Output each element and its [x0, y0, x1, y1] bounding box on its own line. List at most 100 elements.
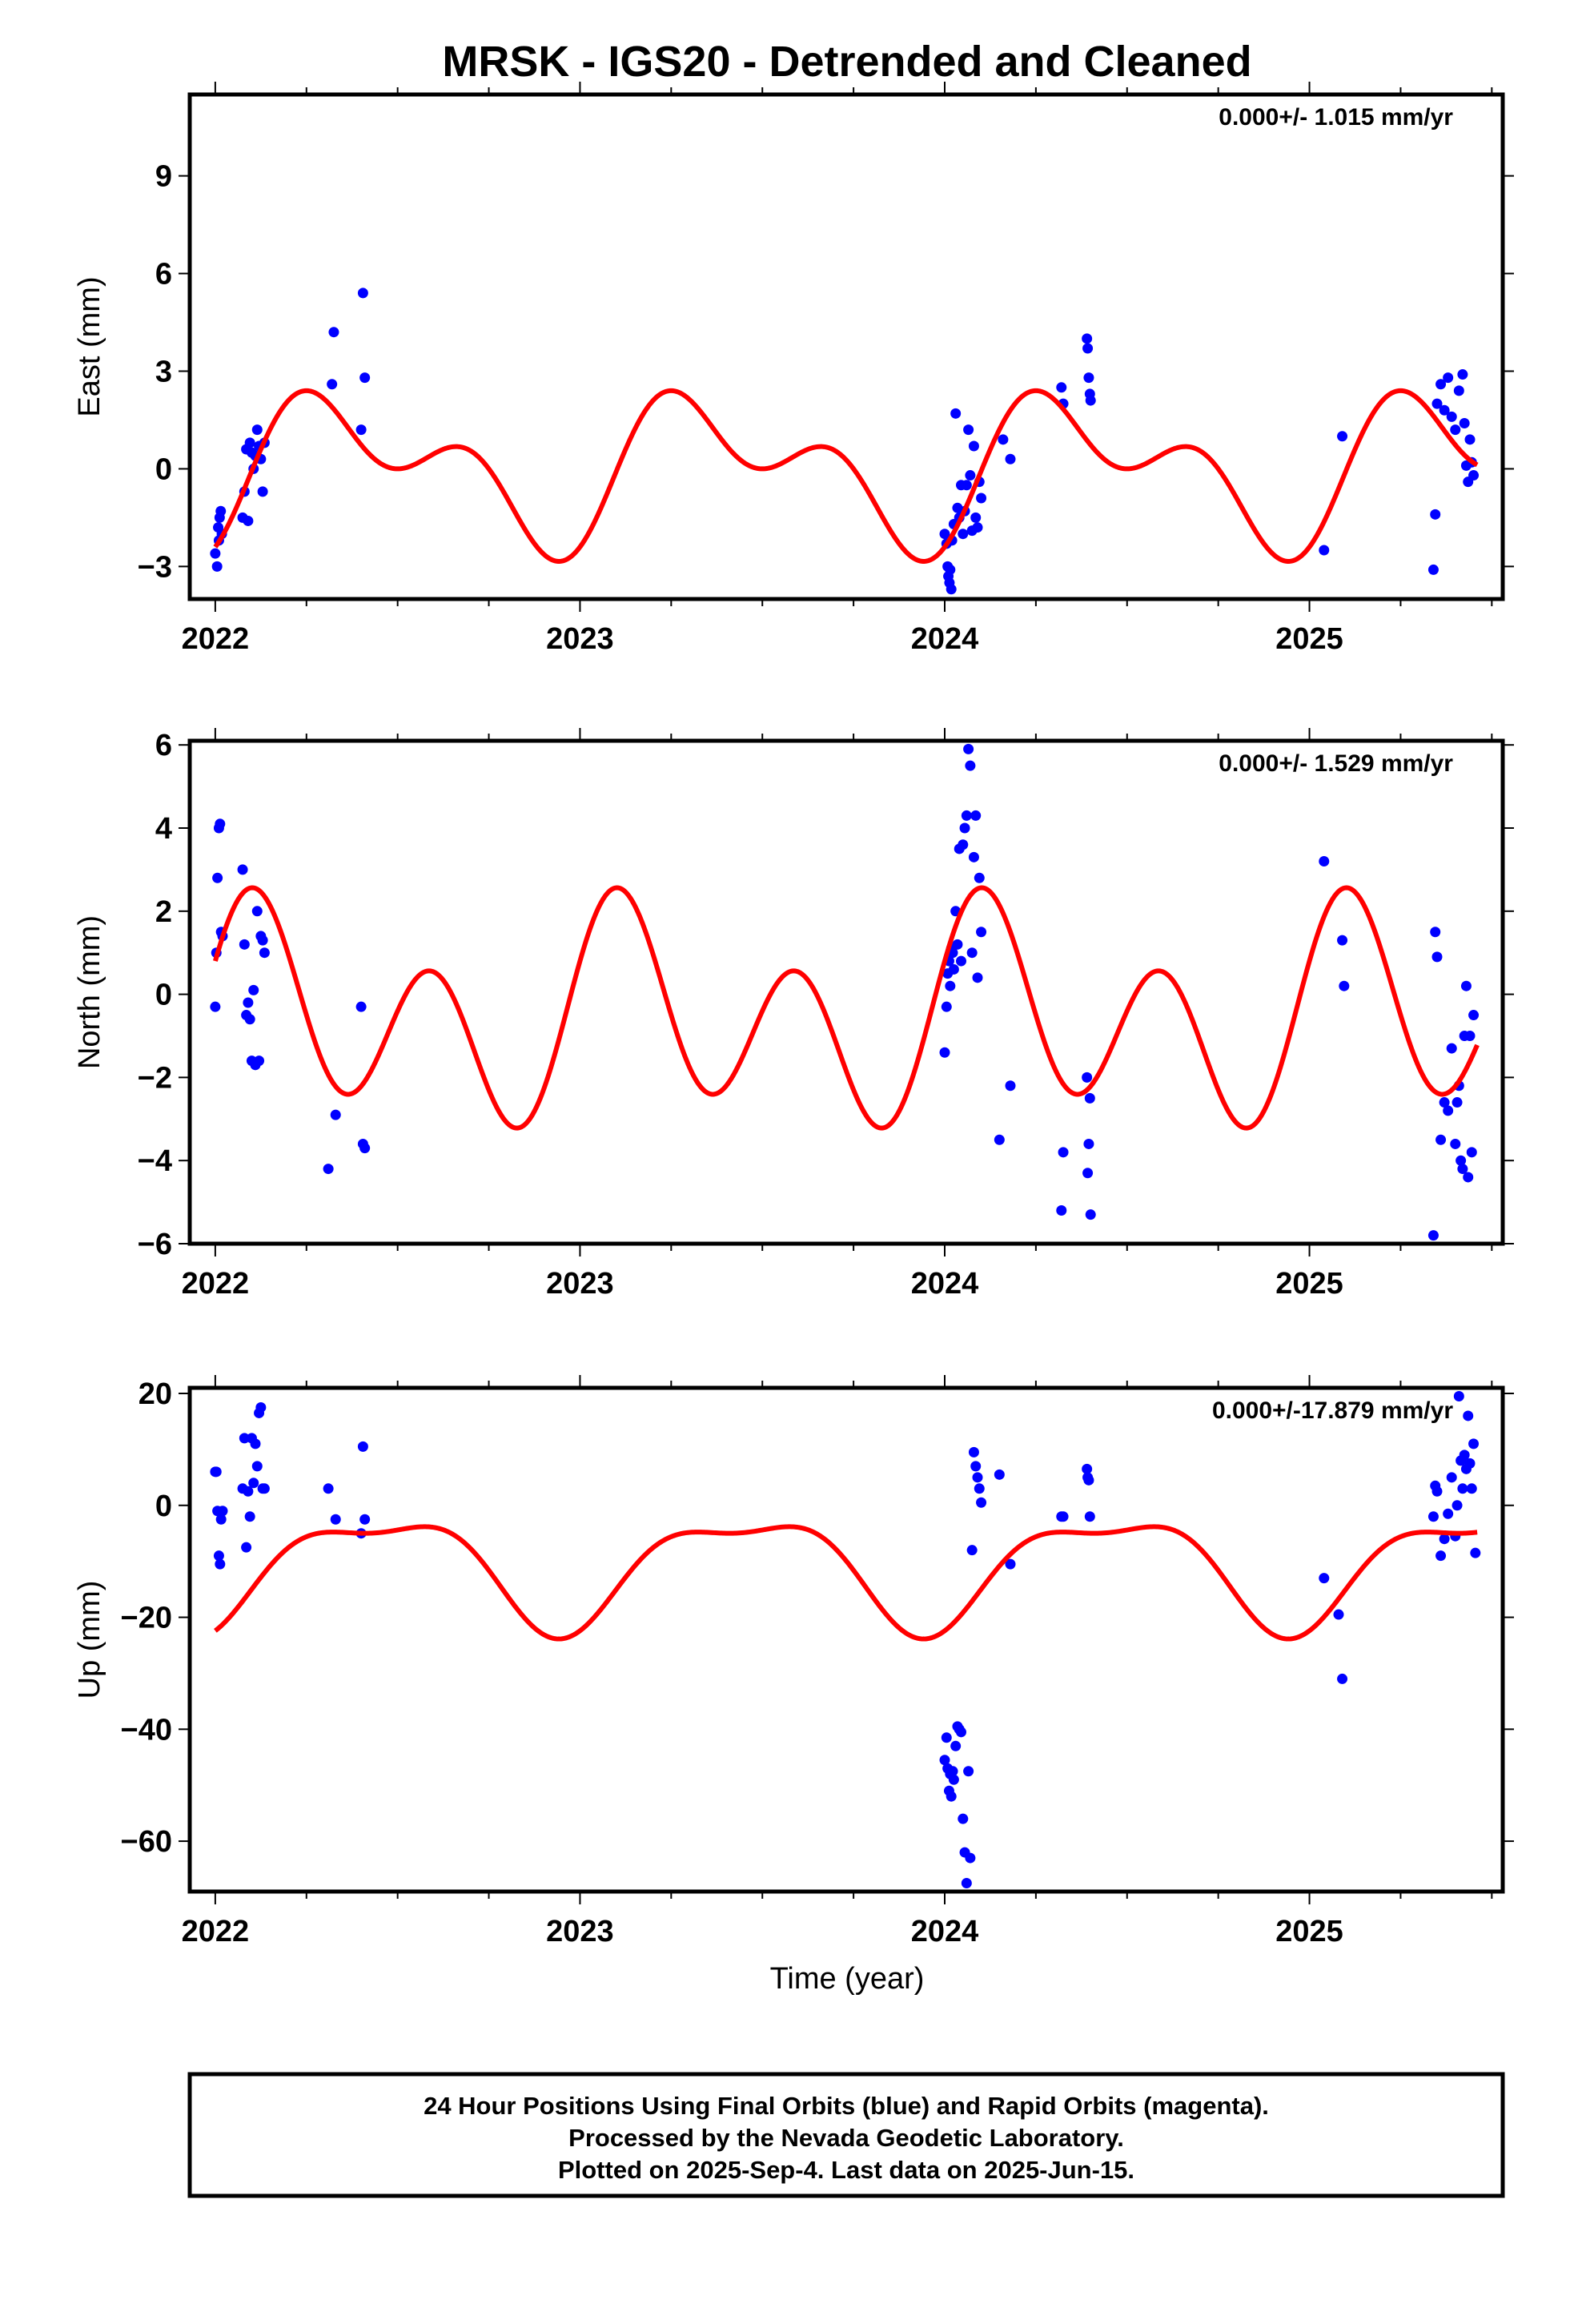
east-data-point [251, 424, 263, 436]
east-data-point [1446, 411, 1457, 422]
up-data-point [976, 1497, 987, 1508]
up-data-point [255, 1401, 267, 1413]
north-data-point [948, 963, 959, 975]
up-data-point [244, 1511, 255, 1522]
east-panel: 2022 2023 2024 2025 −3 0 3 6 9 East (mm) 0.000+/- … [73, 82, 1514, 656]
north-data-point [1083, 1138, 1094, 1149]
north-data-point [1056, 1204, 1067, 1216]
east-data-point [1427, 564, 1439, 575]
north-data-point [1450, 1138, 1461, 1149]
up-data-point [1446, 1472, 1457, 1483]
up-data-point [330, 1514, 341, 1525]
up-y-axis-label: Up (mm) [73, 1581, 106, 1699]
east-y-tick-label: 3 [155, 355, 172, 388]
east-y-axis-label: East (mm) [73, 276, 106, 416]
north-data-point [355, 1001, 367, 1012]
up-data-point [946, 1791, 957, 1802]
up-data-point [1083, 1474, 1094, 1486]
north-data-point [972, 972, 983, 983]
up-data-point [1431, 1486, 1443, 1497]
east-data-point [1083, 372, 1094, 384]
north-data-point [939, 1047, 950, 1058]
up-data-point [972, 1472, 983, 1483]
north-y-tick-label: 4 [155, 812, 172, 846]
up-model-curve [214, 1524, 1479, 1642]
up-data-point [1333, 1609, 1344, 1620]
east-data-point [950, 408, 962, 419]
east-data-point [946, 584, 957, 595]
north-data-point [1431, 951, 1443, 963]
east-data-point [1459, 418, 1470, 429]
north-data-point [1457, 1164, 1468, 1175]
up-data-point [1470, 1547, 1481, 1558]
east-data-point [257, 486, 268, 497]
north-y-tick-label: −6 [138, 1228, 172, 1261]
up-data-point [966, 1545, 978, 1556]
north-data-point [1439, 1097, 1450, 1108]
up-data-point [323, 1483, 334, 1494]
north-data-point [257, 935, 268, 946]
x-axis-label: Time (year) [770, 1962, 925, 1996]
north-data-point [210, 1001, 221, 1012]
up-data-point [963, 1766, 974, 1777]
east-data-point [1319, 545, 1330, 556]
north-model-curve [213, 885, 1480, 1131]
north-data-point [1339, 980, 1350, 991]
east-data-point [963, 424, 974, 436]
up-data-point [239, 1433, 250, 1444]
footer-box: 24 Hour Positions Using Final Orbits (bl… [187, 2072, 1505, 2198]
east-x-tick-label: 2025 [1275, 622, 1343, 656]
north-x-tick-label: 2024 [911, 1267, 979, 1301]
north-data-point [1430, 927, 1441, 938]
up-data-point [970, 1461, 982, 1472]
up-data-point [1463, 1410, 1474, 1421]
up-data-point [259, 1483, 270, 1494]
up-data-point [243, 1486, 254, 1497]
up-data-point [1459, 1449, 1470, 1461]
north-data-point [963, 743, 974, 754]
north-data-point [1468, 1010, 1480, 1021]
up-rate-annotation: 0.000+/-17.879 mm/yr [1212, 1397, 1453, 1424]
north-y-tick-label: −4 [138, 1144, 172, 1178]
up-data-point [1468, 1438, 1480, 1449]
up-data-point [958, 1813, 969, 1824]
up-data-point [1443, 1508, 1454, 1519]
north-data-point [974, 872, 985, 883]
north-data-point [1085, 1209, 1096, 1220]
up-y-tick-label: 20 [139, 1377, 172, 1411]
north-data-point [1084, 1092, 1095, 1104]
up-data-point [215, 1514, 227, 1525]
east-data-point [976, 493, 987, 504]
north-data-point [1446, 1043, 1457, 1054]
north-data-point [941, 1001, 952, 1012]
north-data-point [1464, 1030, 1476, 1041]
up-data-point [1319, 1573, 1330, 1584]
east-data-point [1082, 333, 1093, 344]
up-data-point [241, 1542, 252, 1553]
east-data-layer [210, 287, 1480, 595]
east-x-tick-label: 2024 [911, 622, 979, 656]
north-data-point [959, 822, 970, 834]
up-data-point [211, 1466, 222, 1478]
up-data-point [217, 1506, 228, 1517]
east-data-point [1464, 434, 1476, 445]
up-data-point [948, 1774, 959, 1785]
north-data-point [994, 1134, 1005, 1145]
footer-line-2: Processed by the Nevada Geodetic Laborat… [568, 2124, 1124, 2152]
up-data-point [956, 1727, 966, 1738]
up-data-point [1453, 1390, 1464, 1401]
up-data-point [1337, 1673, 1348, 1684]
north-data-point [1452, 1097, 1463, 1108]
east-data-point [965, 470, 976, 481]
up-data-point [1005, 1558, 1016, 1570]
east-rate-annotation: 0.000+/- 1.015 mm/yr [1219, 104, 1453, 131]
figure-title: MRSK - IGS20 - Detrended and Cleaned [442, 38, 1251, 86]
north-y-tick-label: 0 [155, 979, 172, 1012]
north-data-point [248, 984, 259, 995]
east-data-point [1005, 453, 1016, 464]
north-data-point [1463, 1172, 1474, 1183]
east-data-point [210, 548, 221, 559]
north-y-tick-label: −2 [138, 1061, 172, 1095]
north-data-point [1443, 1105, 1454, 1116]
